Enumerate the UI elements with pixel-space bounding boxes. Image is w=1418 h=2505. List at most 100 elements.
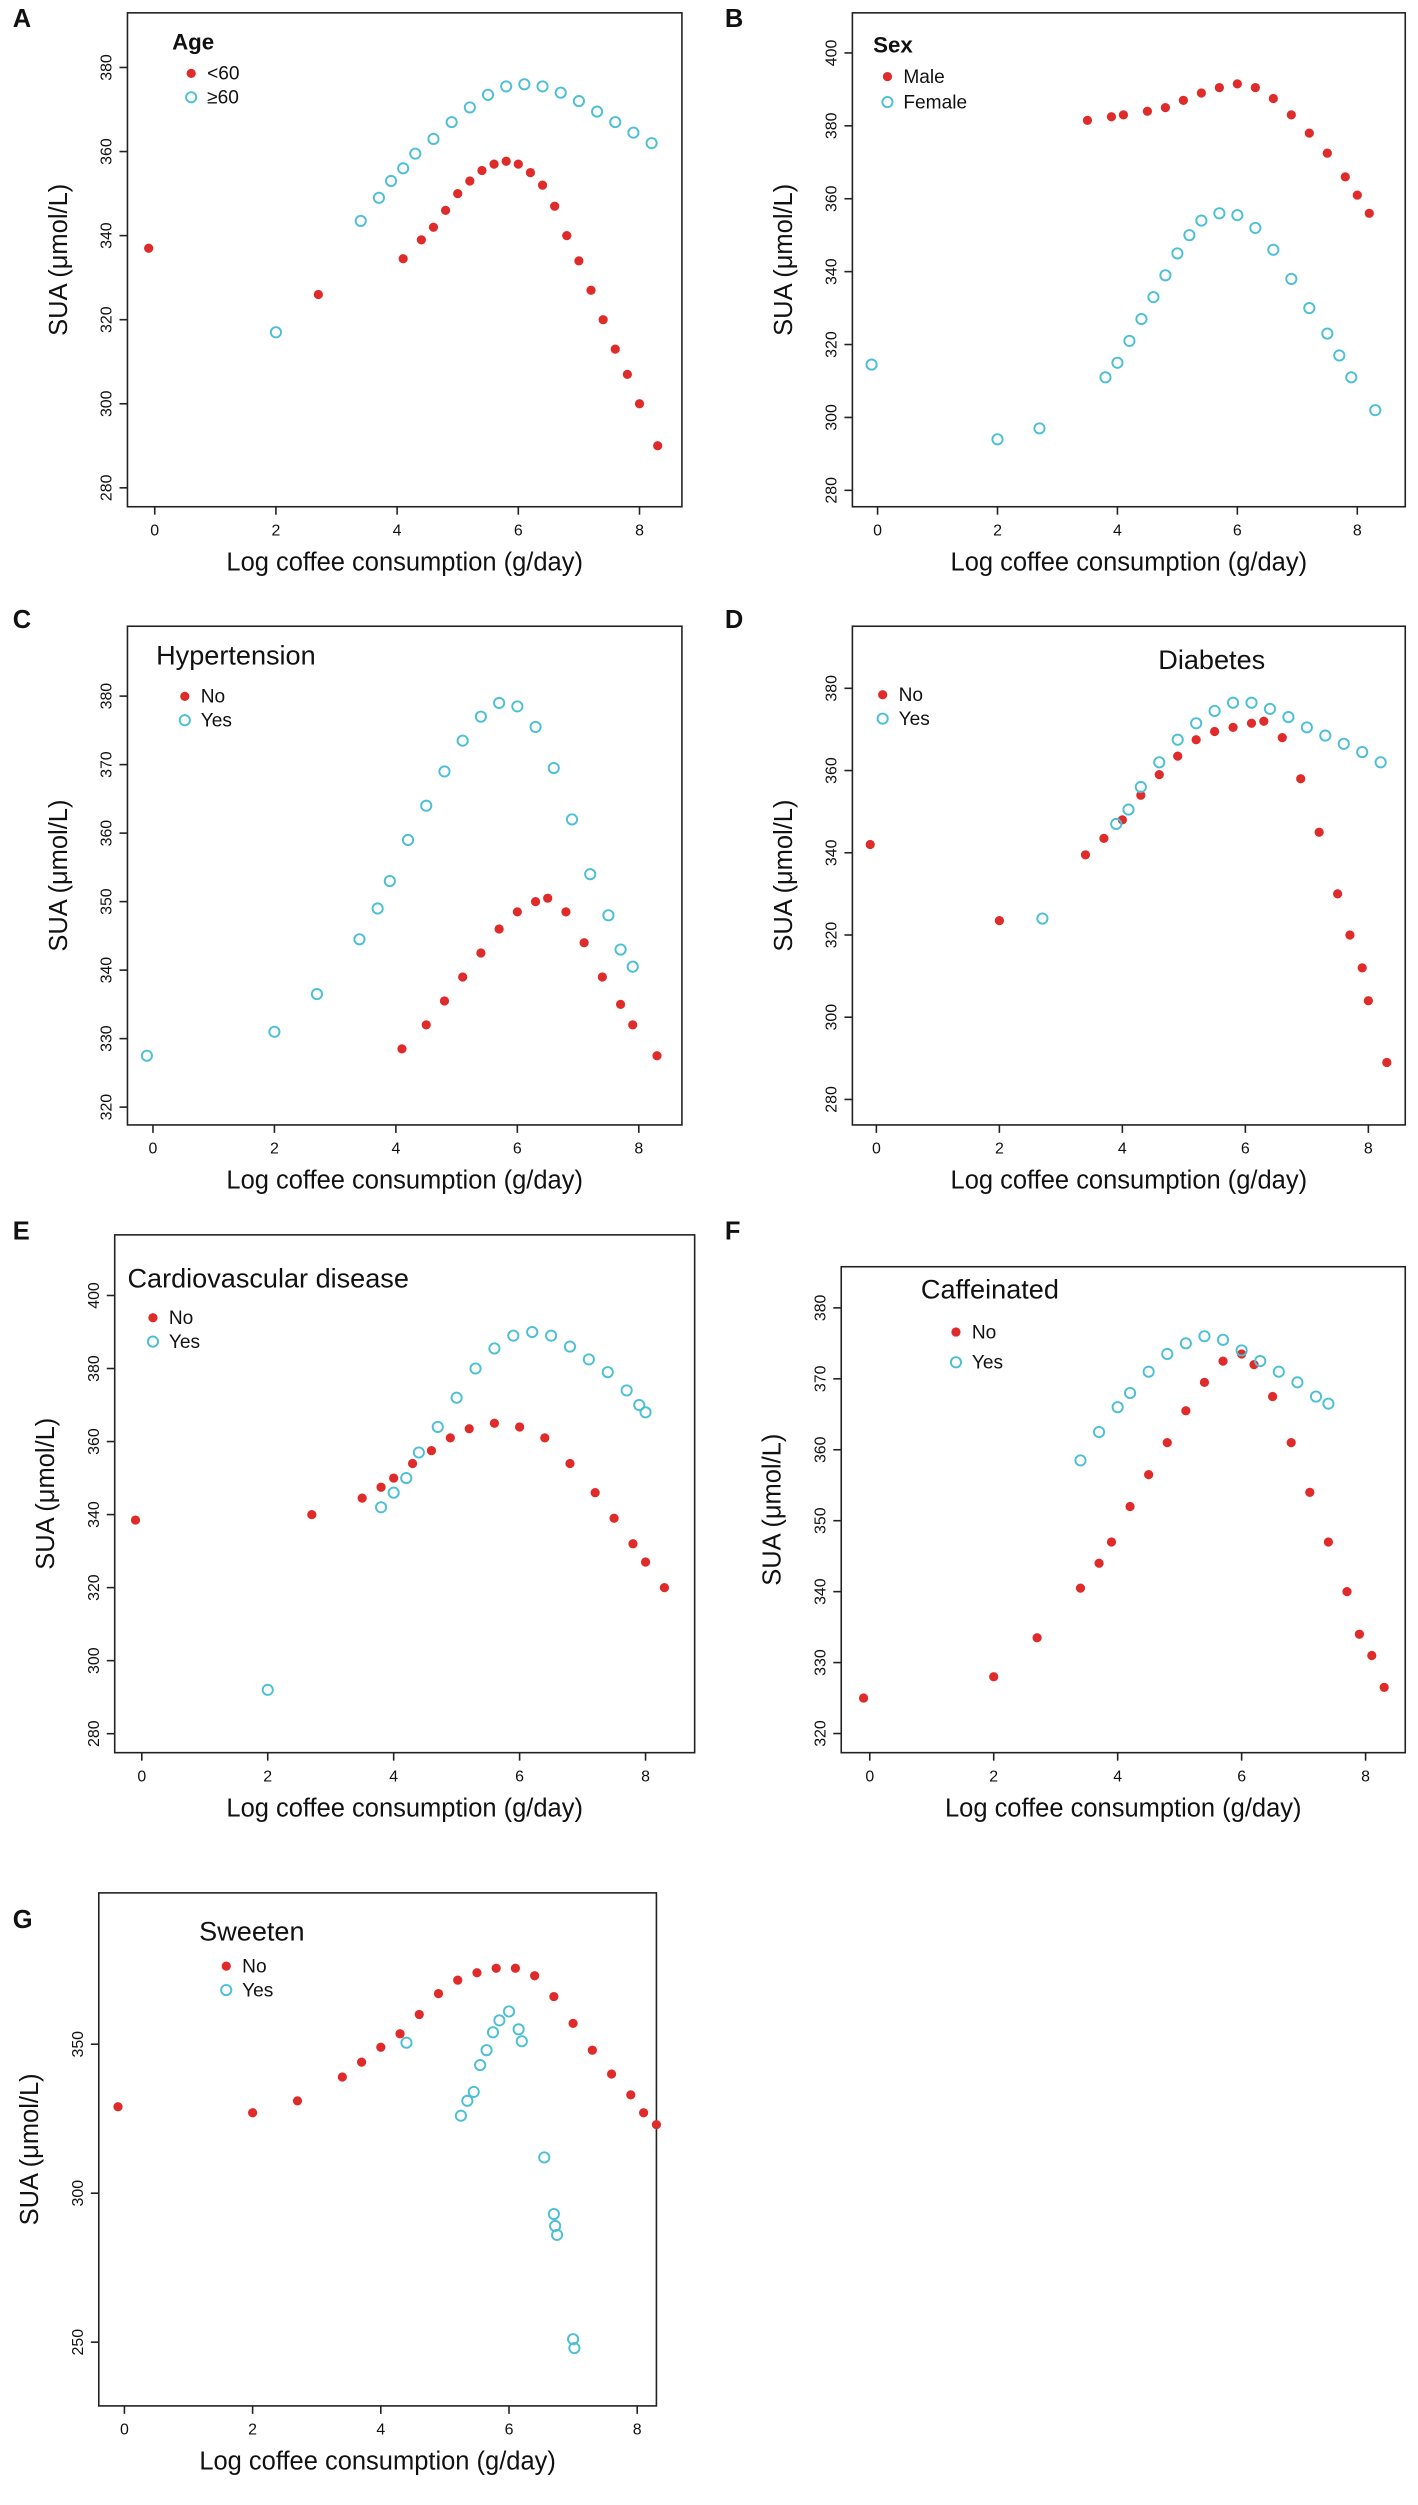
data-point xyxy=(536,80,549,93)
data-point xyxy=(601,1366,614,1379)
y-axis-label: SUA (μmol/L) xyxy=(770,800,798,952)
data-point xyxy=(602,909,615,922)
y-axis-label: SUA (μmol/L) xyxy=(16,2073,44,2225)
y-tick-label: 320 xyxy=(99,1094,116,1121)
data-point xyxy=(645,137,658,150)
data-point xyxy=(1337,737,1350,750)
data-point xyxy=(1379,1682,1389,1693)
data-point xyxy=(651,2120,662,2130)
data-point xyxy=(540,1433,550,1443)
data-point xyxy=(486,2026,500,2039)
data-point xyxy=(337,2072,347,2082)
data-point xyxy=(1322,148,1332,158)
data-point xyxy=(500,80,513,93)
data-point xyxy=(1198,1330,1211,1343)
legend-label: Female xyxy=(903,92,967,113)
legend-marker xyxy=(878,690,888,700)
data-point xyxy=(582,1353,595,1366)
data-point xyxy=(400,2036,413,2049)
data-point xyxy=(356,2057,367,2067)
data-point xyxy=(1075,1583,1086,1593)
data-point xyxy=(397,1044,407,1054)
data-point xyxy=(652,1051,662,1061)
data-point xyxy=(384,174,398,188)
data-point xyxy=(565,813,579,826)
data-point xyxy=(453,1975,463,1985)
data-point xyxy=(512,2023,525,2036)
legend-marker xyxy=(881,96,894,109)
x-tick-label: 0 xyxy=(120,2422,129,2439)
data-point xyxy=(416,235,426,245)
legend-label: <60 xyxy=(207,64,239,85)
data-point xyxy=(401,833,415,847)
data-point xyxy=(1309,1390,1323,1403)
data-point xyxy=(1363,996,1373,1006)
y-tick-label: 380 xyxy=(823,112,840,139)
data-point xyxy=(1033,422,1046,435)
data-point xyxy=(407,1458,418,1469)
data-point xyxy=(1191,735,1201,745)
data-point xyxy=(1181,1406,1191,1416)
data-point xyxy=(526,1325,539,1339)
data-point xyxy=(445,1433,455,1443)
y-tick-label: 380 xyxy=(823,675,840,702)
data-point xyxy=(476,948,486,958)
data-point xyxy=(1304,128,1314,138)
y-axis-label: SUA (μmol/L) xyxy=(759,1434,787,1586)
x-tick-label: 8 xyxy=(1353,522,1362,539)
data-point xyxy=(376,1482,386,1492)
y-tick-label: 280 xyxy=(86,1720,103,1747)
legend-label: No xyxy=(242,1957,266,1978)
x-tick-label: 0 xyxy=(150,522,159,539)
data-point xyxy=(453,188,463,199)
data-point xyxy=(1099,371,1112,384)
x-tick-label: 8 xyxy=(641,1768,650,1785)
data-point xyxy=(1209,726,1220,737)
data-point xyxy=(371,902,384,915)
data-point xyxy=(472,1968,482,1978)
legend-label: No xyxy=(201,687,225,708)
legend-title: Caffeinated xyxy=(921,1274,1059,1305)
y-axis-label: SUA (μmol/L) xyxy=(770,184,798,336)
y-tick-label: 400 xyxy=(86,1282,103,1309)
data-point xyxy=(561,907,571,917)
data-point xyxy=(465,176,475,186)
data-point xyxy=(1195,214,1208,227)
data-point xyxy=(440,205,451,216)
y-tick-label: 380 xyxy=(812,1294,829,1321)
y-tick-label: 300 xyxy=(823,404,840,431)
data-point xyxy=(525,167,536,178)
y-tick-label: 350 xyxy=(99,888,116,915)
y-axis-label: SUA (μmol/L) xyxy=(45,184,73,336)
data-point xyxy=(372,191,385,204)
y-tick-label: 380 xyxy=(86,1355,103,1382)
plot-frame xyxy=(851,625,1407,1126)
data-point xyxy=(1196,88,1206,98)
data-point xyxy=(1367,1650,1377,1661)
x-tick-label: 4 xyxy=(1113,522,1122,539)
y-tick-label: 340 xyxy=(99,957,116,984)
data-point xyxy=(991,433,1004,446)
data-point xyxy=(513,159,523,169)
y-axis-label: SUA (μmol/L) xyxy=(45,800,73,952)
y-axis-label: SUA (μmol/L) xyxy=(32,1418,60,1570)
data-point xyxy=(1110,817,1123,831)
data-point xyxy=(261,1683,274,1696)
x-tick-label: 4 xyxy=(391,1141,400,1158)
data-point xyxy=(398,254,408,264)
data-point xyxy=(397,162,410,175)
x-tick-label: 0 xyxy=(873,522,882,539)
data-point xyxy=(354,214,367,227)
y-tick-label: 330 xyxy=(812,1649,829,1676)
legend-label: Yes xyxy=(242,1980,273,2001)
x-tick-label: 2 xyxy=(271,522,280,539)
data-point xyxy=(439,996,450,1006)
data-point xyxy=(634,399,645,409)
legend-title: Hypertension xyxy=(156,639,316,670)
data-point xyxy=(1231,209,1244,222)
data-point xyxy=(375,1501,388,1514)
panel-label: D xyxy=(725,606,743,634)
x-axis-label: Log coffee consumption (g/day) xyxy=(226,1167,583,1195)
plot-frame xyxy=(840,1265,1407,1754)
y-tick-label: 350 xyxy=(812,1507,829,1534)
